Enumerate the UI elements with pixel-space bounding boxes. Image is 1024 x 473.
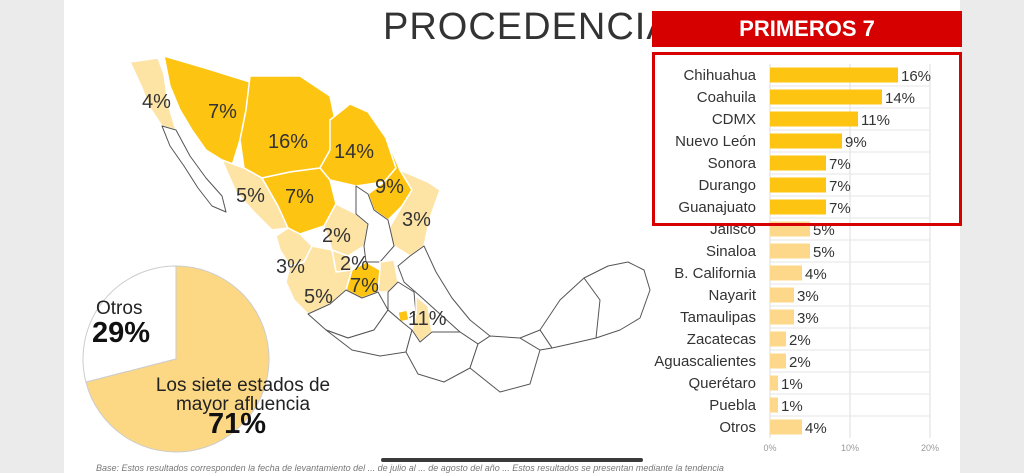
tick-label: 0% [763, 443, 776, 453]
data-label: 14% [885, 90, 915, 107]
category-label: Tamaulipas [680, 309, 756, 326]
data-label: 11% [861, 112, 890, 129]
category-label: Nayarit [708, 287, 756, 304]
bar [770, 133, 842, 149]
data-label: 3% [797, 310, 819, 327]
data-label: 1% [781, 376, 803, 393]
bar [770, 199, 826, 215]
top-seven-badge: PRIMEROS 7 [652, 11, 962, 47]
bar [770, 243, 810, 259]
category-label: CDMX [712, 111, 756, 128]
tick-label: 10% [841, 443, 859, 453]
category-label: Aguascalientes [654, 353, 756, 370]
bar [770, 177, 826, 193]
bar [770, 111, 858, 127]
page-title: PROCEDENCIA [383, 6, 673, 48]
data-label: 7% [829, 200, 851, 217]
pie-label-otros: Otros [96, 298, 143, 319]
footnote: Base: Estos resultados corresponden la f… [96, 463, 724, 473]
category-label: Querétaro [688, 375, 756, 392]
data-label: 1% [781, 398, 803, 415]
data-label: 16% [901, 68, 931, 85]
pie-label-top-seven: Los siete estados de mayor afluencia [155, 375, 331, 415]
bar [770, 309, 794, 325]
pie-value-otros: 29% [92, 317, 151, 349]
bar [770, 397, 778, 413]
category-label: B. California [674, 265, 756, 282]
data-label: 9% [845, 134, 867, 151]
data-label: 4% [805, 266, 827, 283]
category-label: Sonora [708, 155, 757, 172]
bar [770, 331, 786, 347]
bar [770, 89, 882, 105]
data-label: 5% [813, 244, 835, 261]
category-label: Chihuahua [683, 67, 756, 84]
category-label: Zacatecas [687, 331, 756, 348]
category-label: Coahuila [697, 89, 757, 106]
bar [770, 419, 802, 435]
bar [770, 67, 898, 83]
data-label: 2% [789, 354, 811, 371]
category-label: Otros [719, 419, 756, 436]
bar [770, 375, 778, 391]
category-label: Durango [698, 177, 756, 194]
bar [770, 353, 786, 369]
bar [770, 287, 794, 303]
data-label: 2% [789, 332, 811, 349]
bar [770, 265, 802, 281]
top-seven-highlight-box [652, 52, 962, 226]
category-label: Nuevo León [675, 133, 756, 150]
category-label: Guanajuato [678, 199, 756, 216]
data-label: 4% [805, 420, 827, 437]
tick-label: 20% [921, 443, 939, 453]
category-label: Sinaloa [706, 243, 757, 260]
data-label: 3% [797, 288, 819, 305]
data-label: 7% [829, 178, 851, 195]
pie-value-top-seven: 71% [208, 408, 267, 440]
horizontal-scrollbar[interactable] [381, 458, 643, 462]
bar [770, 155, 826, 171]
category-label: Puebla [709, 397, 756, 414]
data-label: 7% [829, 156, 851, 173]
data-label: 5% [813, 222, 835, 239]
